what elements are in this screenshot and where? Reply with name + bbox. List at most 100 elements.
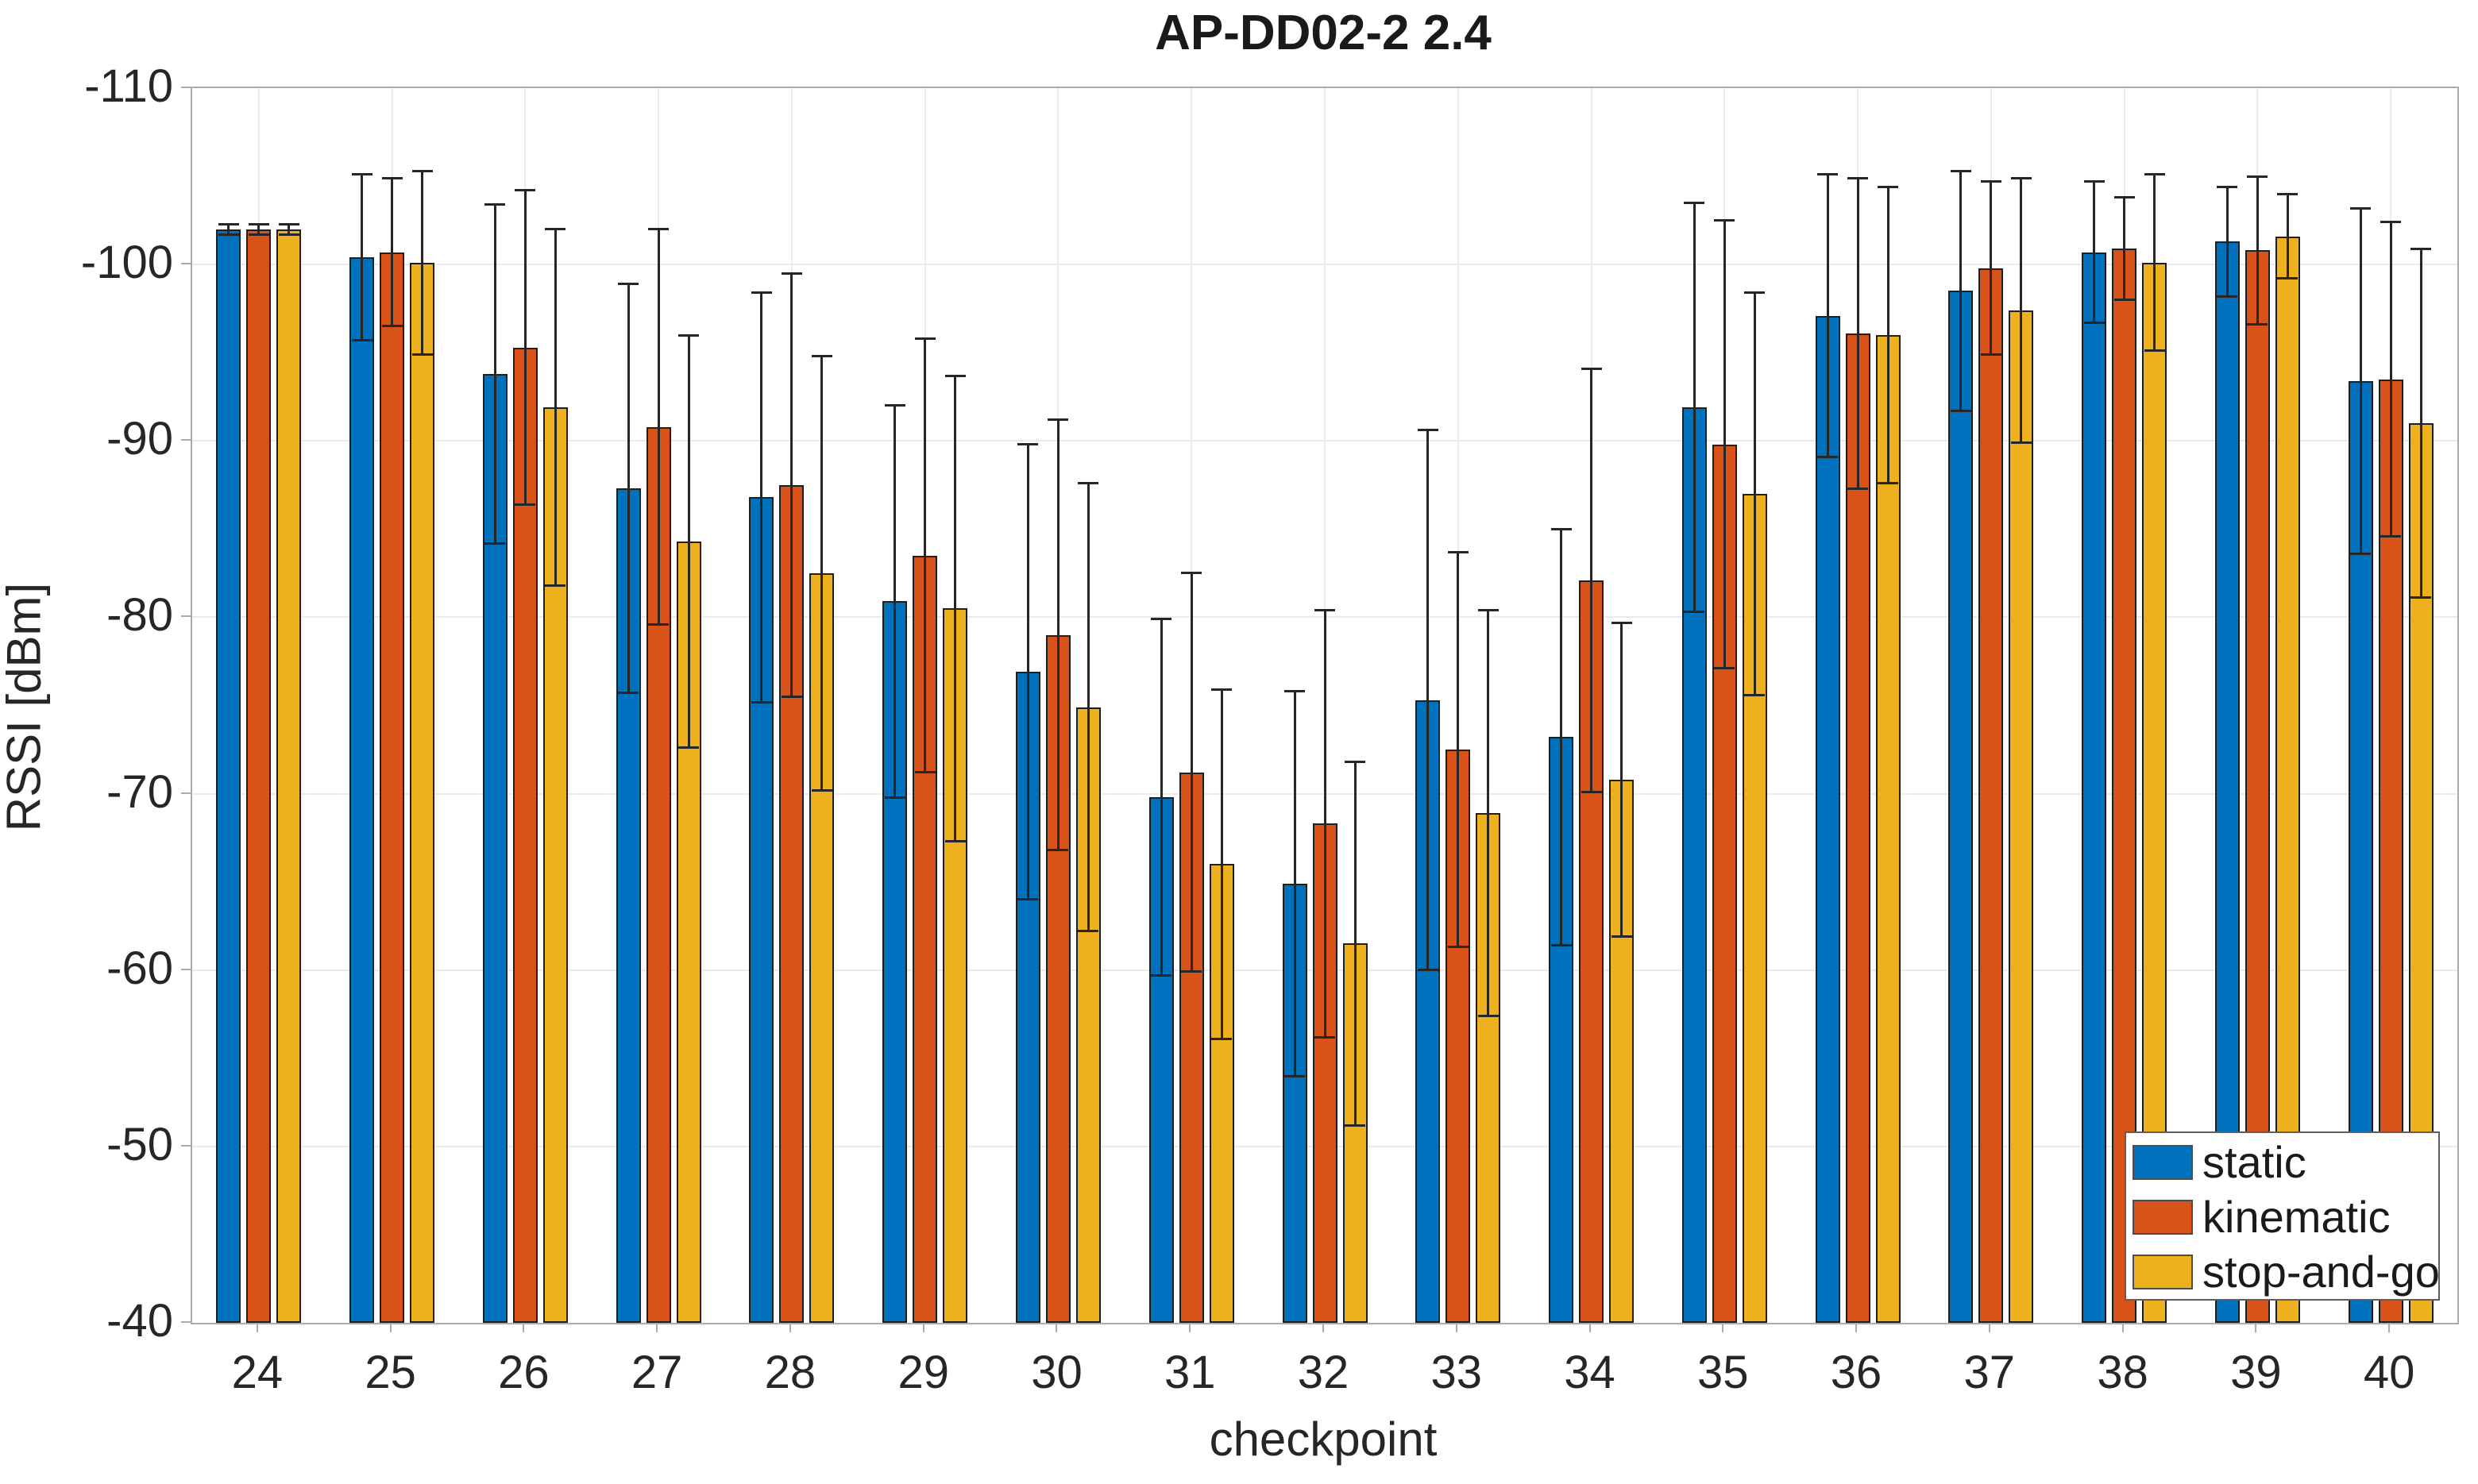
legend: static kinematic stop-and-go bbox=[2125, 1131, 2440, 1301]
x-tick-label: 24 bbox=[231, 1347, 284, 1398]
error-bar-cap bbox=[1581, 367, 1602, 370]
error-bar-cap bbox=[1611, 935, 1632, 938]
legend-label: stop-and-go bbox=[2202, 1247, 2440, 1297]
error-bar bbox=[760, 292, 763, 703]
error-bar-cap bbox=[218, 233, 239, 236]
x-tick-mark bbox=[1722, 1323, 1724, 1332]
bar-stop-and-go-cp37 bbox=[2009, 310, 2034, 1323]
error-bar bbox=[1026, 444, 1029, 900]
error-bar-cap bbox=[1048, 849, 1069, 852]
x-tick-mark bbox=[1322, 1323, 1324, 1332]
error-bar bbox=[894, 405, 897, 797]
error-bar-cap bbox=[381, 325, 403, 328]
x-axis-label: checkpoint bbox=[1209, 1413, 1438, 1466]
error-bar bbox=[1990, 181, 1993, 355]
error-bar-cap bbox=[1950, 169, 1971, 172]
bar-stop-and-go-cp34 bbox=[1609, 779, 1635, 1323]
error-bar-cap bbox=[1878, 482, 1899, 485]
x-tick-mark bbox=[2388, 1323, 2391, 1332]
error-bar-cap bbox=[2010, 441, 2032, 444]
error-bar bbox=[288, 224, 291, 235]
error-bar-cap bbox=[781, 695, 802, 698]
y-tick-label: -70 bbox=[106, 765, 173, 818]
error-bar bbox=[657, 229, 660, 625]
error-bar-cap bbox=[484, 203, 506, 206]
error-bar-cap bbox=[1017, 898, 1039, 901]
x-tick-mark bbox=[1588, 1323, 1591, 1332]
error-bar-cap bbox=[2410, 247, 2432, 250]
x-tick-label: 33 bbox=[1430, 1347, 1482, 1398]
error-bar-cap bbox=[751, 291, 772, 295]
error-bar bbox=[2419, 249, 2422, 598]
error-bar-cap bbox=[1211, 1037, 1233, 1040]
bar-kinematic-cp26 bbox=[512, 347, 538, 1323]
error-bar bbox=[391, 178, 394, 326]
error-bar bbox=[1293, 691, 1296, 1076]
y-tick-label: -50 bbox=[106, 1118, 173, 1170]
error-bar bbox=[554, 229, 557, 586]
legend-swatch-kinematic bbox=[2133, 1200, 2193, 1235]
error-bar-cap bbox=[2277, 192, 2299, 195]
x-tick-mark bbox=[523, 1323, 525, 1332]
error-bar-cap bbox=[2144, 173, 2165, 176]
error-bar bbox=[1693, 202, 1696, 612]
error-bar bbox=[421, 171, 424, 355]
y-tick-mark bbox=[181, 968, 191, 970]
error-bar bbox=[1160, 619, 1163, 976]
error-bar bbox=[2020, 178, 2023, 443]
error-bar-cap bbox=[1151, 618, 1172, 621]
error-bar bbox=[1323, 610, 1326, 1038]
error-bar bbox=[2093, 181, 2096, 323]
error-bar-cap bbox=[515, 503, 536, 506]
x-tick-label: 30 bbox=[1031, 1347, 1083, 1398]
x-tick-label: 32 bbox=[1297, 1347, 1349, 1398]
error-bar-cap bbox=[248, 233, 269, 236]
error-bar-cap bbox=[1314, 1035, 1335, 1039]
x-tick-label: 34 bbox=[1564, 1347, 1615, 1398]
error-bar bbox=[2123, 197, 2126, 300]
error-bar bbox=[1856, 178, 1859, 489]
error-bar-cap bbox=[218, 222, 239, 225]
error-bar bbox=[2389, 222, 2392, 537]
y-tick-label: -80 bbox=[106, 589, 173, 642]
error-bar-cap bbox=[1611, 621, 1632, 624]
y-tick-label: -40 bbox=[106, 1295, 173, 1347]
error-bar-cap bbox=[1345, 1124, 1365, 1127]
error-bar bbox=[2256, 176, 2259, 325]
error-bar-cap bbox=[1684, 201, 1705, 204]
error-bar bbox=[1590, 368, 1593, 792]
error-bar bbox=[1753, 292, 1756, 696]
error-bar-cap bbox=[1284, 1074, 1305, 1077]
x-tick-label: 28 bbox=[764, 1347, 816, 1398]
error-bar bbox=[790, 273, 793, 697]
x-tick-label: 36 bbox=[1830, 1347, 1882, 1398]
error-bar-cap bbox=[618, 283, 639, 286]
error-bar-cap bbox=[2380, 221, 2402, 224]
error-bar-cap bbox=[2010, 176, 2032, 179]
error-bar-cap bbox=[944, 840, 966, 843]
x-tick-mark bbox=[1056, 1323, 1058, 1332]
error-bar-cap bbox=[884, 796, 905, 799]
error-bar bbox=[1087, 483, 1090, 931]
error-bar bbox=[361, 174, 364, 341]
legend-swatch-stop-and-go bbox=[2133, 1255, 2193, 1289]
error-bar-cap bbox=[1744, 693, 1766, 696]
x-tick-label: 38 bbox=[2097, 1347, 2148, 1398]
error-bar-cap bbox=[2247, 175, 2268, 178]
x-tick-mark bbox=[1189, 1323, 1191, 1332]
error-bar-cap bbox=[545, 228, 566, 231]
error-bar-cap bbox=[1078, 930, 1099, 933]
error-bar-cap bbox=[1477, 1014, 1499, 1017]
error-bar-cap bbox=[1181, 970, 1202, 973]
error-bar-cap bbox=[1980, 180, 2001, 183]
error-bar-cap bbox=[1950, 410, 1971, 413]
x-tick-label: 37 bbox=[1963, 1347, 2016, 1398]
bar-kinematic-cp30 bbox=[1045, 634, 1071, 1323]
x-tick-label: 25 bbox=[365, 1347, 416, 1398]
x-tick-mark bbox=[2121, 1323, 2124, 1332]
x-tick-mark bbox=[1455, 1323, 1457, 1332]
error-bar-cap bbox=[811, 788, 832, 792]
error-bar-cap bbox=[618, 692, 639, 695]
bar-static-cp24 bbox=[216, 229, 241, 1323]
